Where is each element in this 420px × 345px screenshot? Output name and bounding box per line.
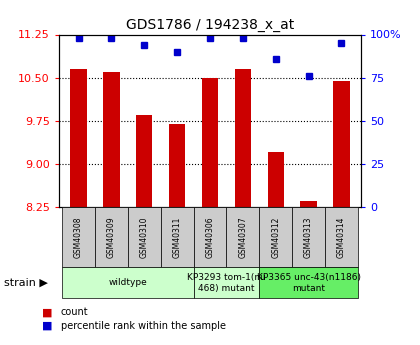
Text: KP3293 tom-1(nu
468) mutant: KP3293 tom-1(nu 468) mutant [187,273,266,293]
Text: GSM40307: GSM40307 [239,216,247,258]
Text: wildtype: wildtype [108,278,147,287]
Text: GSM40306: GSM40306 [205,216,215,258]
Bar [169,124,185,207]
Text: GSM40313: GSM40313 [304,216,313,258]
Text: GSM40314: GSM40314 [337,216,346,258]
Text: KP3365 unc-43(n1186)
mutant: KP3365 unc-43(n1186) mutant [257,273,361,293]
Text: GSM40309: GSM40309 [107,216,116,258]
Bar [136,115,152,207]
Bar [333,80,350,207]
Bar [202,78,218,207]
Bar [70,69,87,207]
Bar [103,72,120,207]
Bar [268,152,284,207]
Text: GSM40310: GSM40310 [140,216,149,258]
Text: GSM40311: GSM40311 [173,217,181,258]
Text: GSM40312: GSM40312 [271,217,280,258]
Text: count: count [61,307,89,317]
Text: ■: ■ [42,307,52,317]
Text: strain ▶: strain ▶ [4,278,48,288]
Bar [235,69,251,207]
Text: ■: ■ [42,321,52,331]
Text: percentile rank within the sample: percentile rank within the sample [61,321,226,331]
Bar [300,201,317,207]
Text: GSM40308: GSM40308 [74,216,83,258]
Title: GDS1786 / 194238_x_at: GDS1786 / 194238_x_at [126,18,294,32]
